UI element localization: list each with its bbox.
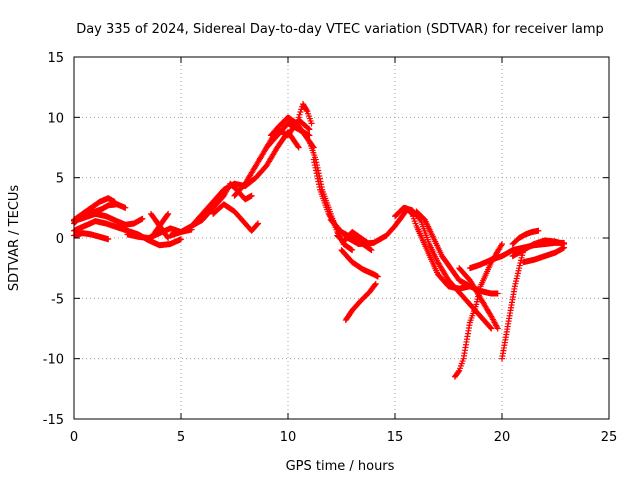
series-track-5 [71,230,112,243]
series-markers [520,244,568,266]
series-track-9 [167,128,302,239]
series-markers [148,210,172,241]
y-tick-label: 10 [47,111,64,126]
series-markers [167,128,302,239]
x-tick-label: 20 [494,430,511,445]
x-tick-label: 25 [601,430,618,445]
series-track-20 [342,280,379,324]
y-tick-label: -5 [51,292,64,307]
series-track-30 [509,227,542,248]
series-track-28 [499,247,527,362]
series-markers [342,280,379,324]
series-markers [392,204,495,332]
series-track-15 [295,101,315,127]
axis-ticks: 0 5 10 15 20 25 -15 -10 -5 0 5 10 15 [43,51,618,445]
series-track-17 [310,156,409,248]
x-tick-label: 5 [177,430,185,445]
series-track-14 [267,114,317,151]
y-tick-label: -10 [43,353,64,368]
series-track-23 [402,204,473,292]
series-markers [402,204,473,292]
series-markers [509,237,568,260]
series-markers [334,228,373,248]
series-track-21 [334,228,373,248]
y-tick-label: 15 [47,51,64,66]
series-markers [310,156,409,248]
series-track-8 [148,210,172,241]
series-markers [71,230,112,243]
x-tick-label: 10 [280,430,297,445]
y-tick-label: -15 [43,413,64,428]
chart-title: Day 335 of 2024, Sidereal Day-to-day VTE… [76,22,604,37]
x-axis-label: GPS time / hours [286,459,395,474]
series-markers [295,101,315,127]
y-axis-label: SDTVAR / TECUs [7,185,22,292]
series-track-19 [338,247,381,280]
series-track-31 [520,244,568,266]
series-track-22 [392,204,495,332]
series-track-11 [210,201,262,234]
x-tick-label: 15 [387,430,404,445]
series-track-29 [509,237,568,260]
series-track-26 [456,265,501,332]
x-tick-label: 0 [70,430,78,445]
series-markers [456,265,501,332]
series-markers [509,227,542,248]
series-markers [267,114,317,151]
series-markers [338,247,381,280]
series-markers [210,201,262,234]
y-tick-label: 0 [56,232,64,247]
data-points [71,101,568,380]
y-tick-label: 5 [56,172,64,187]
series-markers [499,247,527,362]
